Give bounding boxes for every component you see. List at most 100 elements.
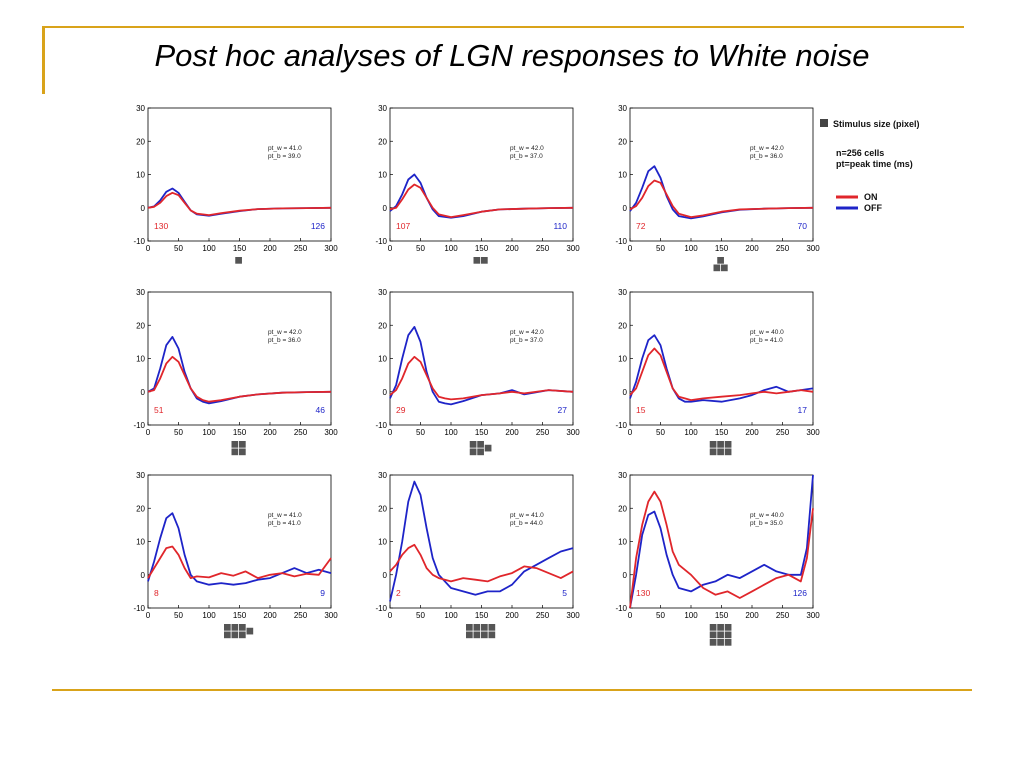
x-tick-label: 300	[324, 611, 338, 620]
off-series-line	[629, 165, 814, 220]
y-tick-label: 30	[136, 288, 145, 297]
on-series-line	[629, 490, 814, 609]
stimulus-block	[481, 624, 488, 631]
stimulus-size-icon	[473, 257, 488, 264]
accent-top-line	[42, 26, 964, 28]
y-tick-label: -10	[615, 237, 627, 246]
stimulus-block	[488, 631, 496, 639]
y-tick-label: 0	[141, 571, 146, 580]
off-series-line	[147, 335, 332, 405]
y-tick-label: 30	[136, 471, 145, 480]
legend-on-label: ON	[864, 192, 878, 202]
legend-off-label: OFF	[864, 203, 882, 213]
on-cell-count: 130	[154, 221, 168, 231]
x-tick-label: 150	[233, 611, 247, 620]
x-tick-label: 150	[233, 428, 247, 437]
x-tick-label: 0	[146, 244, 151, 253]
y-tick-label: -10	[133, 604, 145, 613]
stimulus-block	[488, 624, 496, 631]
stimulus-size-icon	[709, 624, 732, 646]
legend-stimulus-label: Stimulus size (pixel)	[833, 119, 920, 129]
x-tick-label: 50	[174, 244, 183, 253]
on-cell-count: 130	[636, 588, 650, 598]
stimulus-size-icon	[224, 624, 254, 639]
x-tick-label: 200	[505, 428, 519, 437]
x-tick-label: 200	[745, 244, 759, 253]
stimulus-block	[477, 448, 484, 456]
stimulus-size-icon	[713, 257, 728, 272]
stimulus-size-icon	[235, 257, 242, 264]
x-tick-label: 100	[444, 428, 458, 437]
stimulus-block	[717, 631, 724, 639]
x-tick-label: 200	[263, 428, 277, 437]
plot-frame	[389, 474, 574, 609]
x-tick-label: 250	[536, 428, 550, 437]
stimulus-block	[724, 639, 732, 646]
x-tick-label: 0	[628, 611, 633, 620]
stimulus-block	[717, 639, 724, 646]
y-tick-label: 10	[378, 355, 387, 364]
on-series-line	[389, 543, 574, 583]
off-series-line	[389, 325, 574, 406]
stimulus-block	[473, 257, 481, 264]
x-tick-label: 300	[806, 244, 820, 253]
stimulus-block	[717, 448, 724, 456]
pt-white-label: pt_w = 42.0	[750, 145, 784, 152]
y-tick-label: 30	[378, 288, 387, 297]
x-tick-label: 250	[294, 428, 308, 437]
on-series-line	[629, 179, 814, 219]
accent-vertical-bar	[42, 26, 45, 94]
x-tick-label: 50	[416, 244, 425, 253]
x-tick-label: 300	[806, 611, 820, 620]
stimulus-block	[724, 448, 732, 456]
y-tick-label: 20	[136, 504, 145, 513]
stimulus-block	[231, 448, 239, 456]
off-cell-count: 46	[316, 405, 326, 415]
x-tick-label: 250	[776, 611, 790, 620]
x-tick-label: 0	[146, 611, 151, 620]
x-tick-label: 150	[233, 244, 247, 253]
y-tick-label: 0	[623, 571, 628, 580]
plot-frame	[389, 107, 574, 242]
stimulus-block	[466, 624, 473, 631]
x-tick-label: 0	[628, 244, 633, 253]
x-tick-label: 300	[806, 428, 820, 437]
figure-legend: Stimulus size (pixel) n=256 cells pt=pea…	[820, 119, 920, 213]
y-tick-label: 10	[618, 538, 627, 547]
y-tick-label: -10	[133, 421, 145, 430]
x-tick-label: 0	[388, 244, 393, 253]
off-cell-count: 126	[311, 221, 325, 231]
x-tick-label: 300	[566, 611, 580, 620]
x-tick-label: 100	[202, 428, 216, 437]
x-tick-label: 150	[475, 611, 489, 620]
x-tick-label: 50	[416, 611, 425, 620]
y-tick-label: 30	[136, 104, 145, 113]
stimulus-block	[717, 257, 724, 264]
x-tick-label: 200	[263, 244, 277, 253]
off-series-line	[629, 474, 814, 609]
pt-black-label: pt_b = 37.0	[510, 153, 543, 160]
x-tick-label: 100	[202, 611, 216, 620]
y-tick-label: -10	[375, 604, 387, 613]
pt-black-label: pt_b = 36.0	[750, 153, 783, 160]
off-cell-count: 70	[798, 221, 808, 231]
y-tick-label: 20	[618, 321, 627, 330]
on-series-line	[147, 545, 332, 579]
x-tick-label: 0	[388, 428, 393, 437]
y-tick-label: 20	[618, 137, 627, 146]
on-cell-count: 51	[154, 405, 164, 415]
pt-black-label: pt_b = 35.0	[750, 520, 783, 527]
plot-frame	[147, 107, 332, 242]
x-tick-label: 150	[715, 244, 729, 253]
stimulus-block	[473, 631, 481, 639]
pt-black-label: pt_b = 37.0	[510, 337, 543, 344]
y-tick-label: 0	[383, 571, 388, 580]
stimulus-block	[713, 264, 721, 272]
